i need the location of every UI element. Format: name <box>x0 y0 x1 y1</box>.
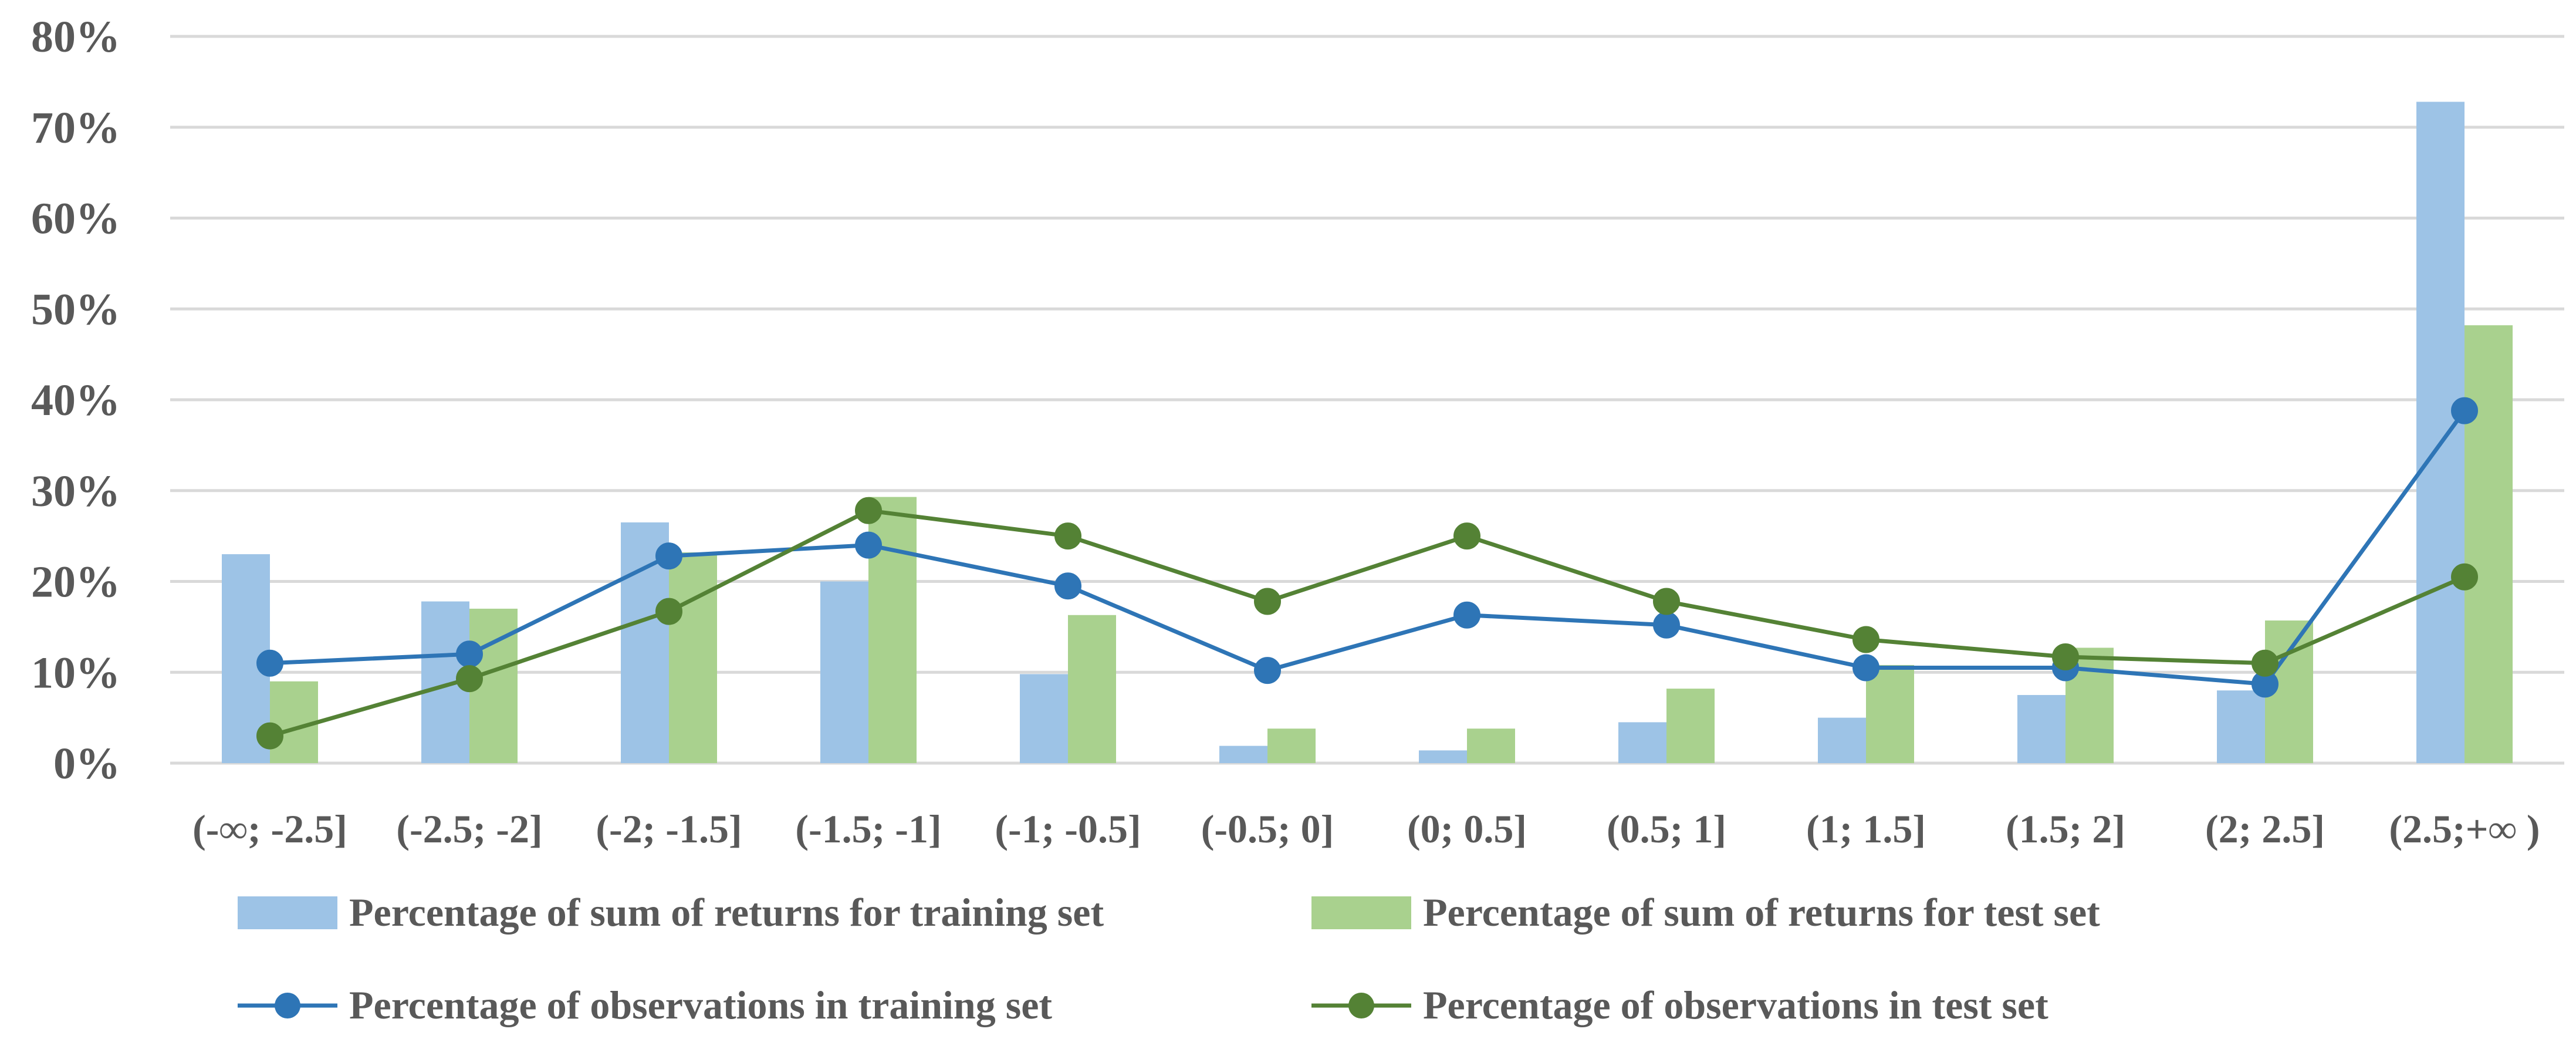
point-test-observations <box>2451 563 2478 591</box>
legend-label: Percentage of sum of returns for trainin… <box>349 890 1104 935</box>
x-axis-ticks: (-∞; -2.5] (-2.5; -2] (-2; -1.5] (-1.5; -1]… <box>192 807 2540 851</box>
y-tick-label: 70% <box>31 103 120 153</box>
x-tick-label: (-0.5; 0] <box>1201 807 1334 851</box>
y-tick-label: 0% <box>53 739 120 788</box>
legend-item: Percentage of observations in training s… <box>238 983 1052 1027</box>
x-tick-label: (-1; -0.5] <box>995 807 1141 851</box>
bar-training-returns <box>820 581 868 763</box>
legend: Percentage of sum of returns for trainin… <box>238 890 2100 1027</box>
point-training-observations <box>1453 601 1480 629</box>
series-lines <box>256 397 2478 750</box>
point-training-observations <box>456 640 483 668</box>
gridlines <box>170 35 2564 765</box>
point-training-observations <box>1852 654 1879 682</box>
bar-training-returns <box>1618 722 1666 763</box>
x-tick-label: (2.5;+∞ ) <box>2389 807 2540 851</box>
bar-test-returns <box>1068 615 1116 763</box>
bar-training-returns <box>1419 750 1467 763</box>
point-training-observations <box>655 542 682 570</box>
x-tick-label: (0; 0.5] <box>1407 807 1527 851</box>
bars <box>222 102 2513 763</box>
y-tick-label: 10% <box>31 648 120 697</box>
point-training-observations <box>1653 611 1680 639</box>
y-axis-ticks: 0% 10% 20% 30% 40% 50% 60% 70% 80% <box>31 12 120 788</box>
y-tick-label: 20% <box>31 558 120 607</box>
bar-training-returns <box>2017 694 2065 763</box>
bar-test-returns <box>1467 728 1515 763</box>
x-tick-label: (1; 1.5] <box>1806 807 1926 851</box>
bar-training-returns <box>1020 674 1068 763</box>
x-tick-label: (-∞; -2.5] <box>192 807 347 851</box>
point-test-observations <box>1254 588 1281 615</box>
legend-item: Percentage of observations in test set <box>1311 983 2048 1027</box>
x-tick-label: (2; 2.5] <box>2205 807 2325 851</box>
point-test-observations <box>855 497 882 524</box>
point-test-observations <box>1653 588 1680 615</box>
point-test-observations <box>1453 522 1480 550</box>
legend-item: Percentage of sum of returns for test se… <box>1311 890 2100 935</box>
legend-label: Percentage of observations in training s… <box>349 983 1052 1027</box>
x-tick-label: (0.5; 1] <box>1607 807 1726 851</box>
bar-test-returns <box>2465 325 2513 763</box>
y-tick-label: 30% <box>31 467 120 516</box>
x-tick-label: (-1.5; -1] <box>795 807 941 851</box>
legend-item: Percentage of sum of returns for trainin… <box>238 890 1104 935</box>
bar-training-returns <box>1219 746 1267 763</box>
legend-swatch <box>238 896 337 929</box>
legend-marker <box>1348 993 1374 1018</box>
bar-training-returns <box>2416 102 2465 763</box>
line-training-observations <box>269 409 2466 687</box>
point-training-observations <box>256 649 283 677</box>
y-tick-label: 60% <box>31 194 120 244</box>
legend-label: Percentage of observations in test set <box>1423 983 2048 1027</box>
point-test-observations <box>2052 643 2079 670</box>
legend-label: Percentage of sum of returns for test se… <box>1423 890 2100 935</box>
bar-test-returns <box>1267 728 1316 763</box>
point-test-observations <box>2252 649 2278 677</box>
legend-swatch <box>1311 896 1411 929</box>
bar-test-returns <box>669 552 717 763</box>
y-tick-label: 80% <box>31 12 120 62</box>
point-training-observations <box>1054 572 1081 600</box>
x-tick-label: (-2.5; -2] <box>396 807 542 851</box>
point-test-observations <box>1054 522 1081 550</box>
point-training-observations <box>1254 657 1281 684</box>
legend-marker <box>275 993 300 1018</box>
point-test-observations <box>256 722 283 750</box>
point-test-observations <box>456 665 483 693</box>
point-training-observations <box>2451 397 2478 424</box>
point-test-observations <box>1852 626 1879 653</box>
point-test-observations <box>655 598 682 625</box>
bar-training-returns <box>2217 690 2265 763</box>
x-tick-label: (-2; -1.5] <box>596 807 742 851</box>
y-tick-label: 50% <box>31 285 120 334</box>
bar-training-returns <box>1818 717 1866 763</box>
point-training-observations <box>855 531 882 559</box>
line-test-observations <box>269 508 2466 738</box>
x-tick-label: (1.5; 2] <box>2006 807 2125 851</box>
bar-test-returns <box>1866 665 1914 763</box>
y-tick-label: 40% <box>31 376 120 425</box>
bar-test-returns <box>1666 689 1715 763</box>
